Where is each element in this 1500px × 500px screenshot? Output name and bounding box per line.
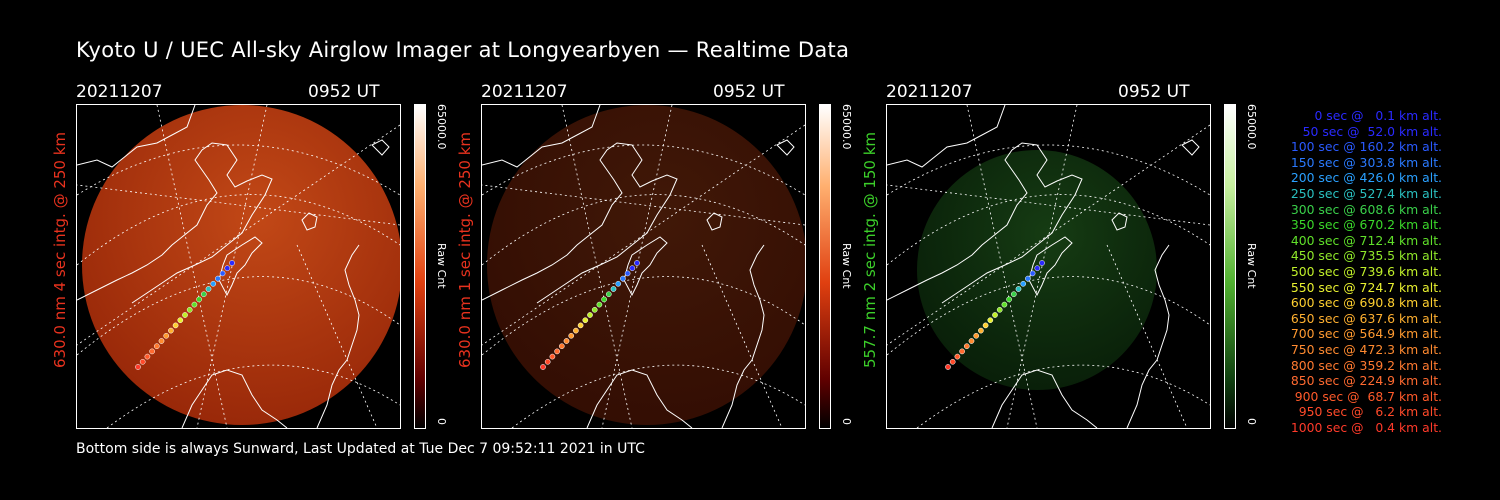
legend-row: 700 sec @ 564.9 km alt. [1290, 326, 1442, 342]
legend-row: 950 sec @ 6.2 km alt. [1298, 404, 1442, 420]
legend-row: 100 sec @ 160.2 km alt. [1290, 139, 1442, 155]
panel-3-wavelength-label: 557.7 nm 2 sec intg. @ 150 km [861, 131, 879, 368]
panel-2-colorbar-min: 0 [840, 418, 853, 425]
legend-row: 150 sec @ 303.8 km alt. [1290, 154, 1442, 170]
legend-row: 500 sec @ 739.6 km alt. [1290, 263, 1442, 279]
legend-row: 800 sec @ 359.2 km alt. [1290, 357, 1442, 373]
panel-1-colorbar [414, 104, 426, 429]
page-title: Kyoto U / UEC All-sky Airglow Imager at … [76, 38, 850, 62]
panel-2-image [481, 104, 806, 429]
panel-1-date: 20211207 [76, 82, 163, 102]
legend-row: 50 sec @ 52.0 km alt. [1302, 123, 1442, 139]
legend-row: 750 sec @ 472.3 km alt. [1290, 341, 1442, 357]
panel-1-colorbar-min: 0 [435, 418, 448, 425]
footer-update-note: Bottom side is always Sunward, Last Upda… [76, 441, 645, 457]
legend-row: 650 sec @ 637.6 km alt. [1290, 310, 1442, 326]
legend-row: 350 sec @ 670.2 km alt. [1290, 217, 1442, 233]
legend-row: 1000 sec @ 0.4 km alt. [1290, 419, 1442, 435]
panel-2-colorbar-max: 65000.0 [840, 104, 853, 150]
legend-row: 200 sec @ 426.0 km alt. [1290, 170, 1442, 186]
panel-2-colorbar [819, 104, 831, 429]
panel-2-wavelength-label: 630.0 nm 1 sec intg. @ 250 km [456, 131, 474, 368]
panel-2-time: 0952 UT [713, 82, 785, 102]
panel-1-image [76, 104, 401, 429]
legend-row: 0 sec @ 0.1 km alt. [1314, 108, 1442, 123]
panel-2-date: 20211207 [481, 82, 568, 102]
panel-1-time: 0952 UT [308, 82, 380, 102]
panel-1-wavelength-label: 630.0 nm 4 sec intg. @ 250 km [51, 131, 69, 368]
altitude-legend: 0 sec @ 0.1 km alt. 50 sec @ 52.0 km alt.… [1252, 108, 1442, 435]
panel-1-colorbar-unit: Raw Cnt [435, 243, 448, 289]
legend-row: 600 sec @ 690.8 km alt. [1290, 295, 1442, 311]
panel-1-colorbar-max: 65000.0 [435, 104, 448, 150]
legend-row: 300 sec @ 608.6 km alt. [1290, 201, 1442, 217]
legend-row: 250 sec @ 527.4 km alt. [1290, 185, 1442, 201]
legend-row: 550 sec @ 724.7 km alt. [1290, 279, 1442, 295]
legend-row: 850 sec @ 224.9 km alt. [1290, 373, 1442, 389]
legend-row: 400 sec @ 712.4 km alt. [1290, 232, 1442, 248]
panel-3-date: 20211207 [886, 82, 973, 102]
legend-row: 900 sec @ 68.7 km alt. [1294, 388, 1442, 404]
legend-row: 450 sec @ 735.5 km alt. [1290, 248, 1442, 264]
panel-3-colorbar [1224, 104, 1236, 429]
panel-2-colorbar-unit: Raw Cnt [840, 243, 853, 289]
panel-3-time: 0952 UT [1118, 82, 1190, 102]
panel-3-image [886, 104, 1211, 429]
